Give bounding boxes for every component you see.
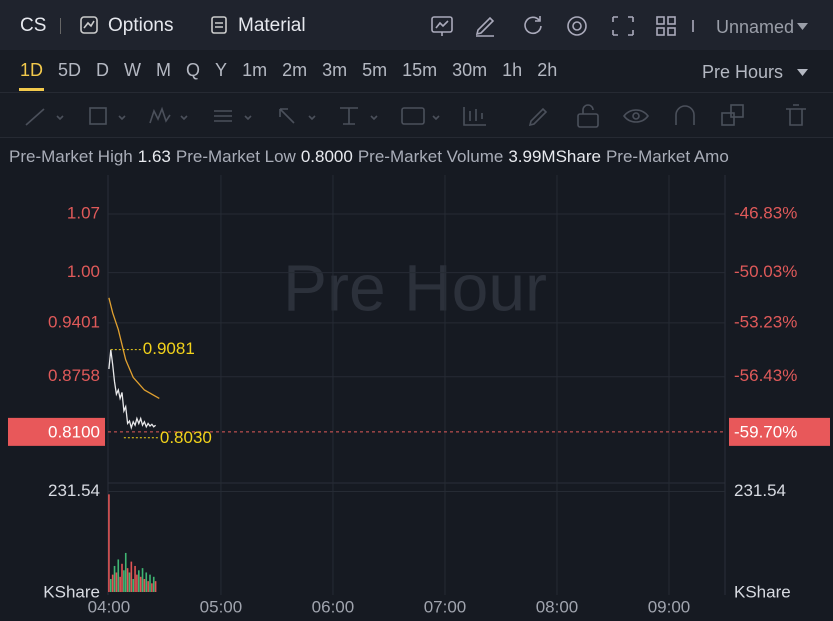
volume-bar (149, 574, 151, 592)
volume-tick-label: 231.54 (734, 481, 786, 500)
options-button[interactable]: Options (108, 15, 174, 36)
volume-bar (134, 565, 136, 592)
volume-bar (128, 572, 131, 592)
info-label: Pre-Market Amo (605, 147, 729, 166)
volume-bar (126, 568, 129, 592)
pct-tick-label: -46.83% (734, 203, 797, 222)
timeframe-option[interactable]: Y (215, 60, 228, 80)
volume-bar (124, 552, 127, 592)
volume-bar (139, 576, 142, 592)
volume-tick-label: 231.54 (48, 481, 100, 500)
top-bar: CS Options Material Unnamed (0, 0, 833, 50)
low-label: 0.8030 (160, 428, 212, 447)
dropdown-arrow (797, 69, 808, 76)
x-tick-label: 05:00 (200, 597, 243, 616)
watermark: Pre Hour (283, 250, 547, 324)
timeframe-bar: Pre Hours 1D 5D D W M Q Y 1m 2m 3m 5m 15m 30m 1h 2h (0, 50, 833, 92)
volume-bar (138, 570, 140, 592)
pct-tick-label: -50.03% (734, 262, 797, 281)
timeframe-option[interactable]: 1m (242, 60, 268, 80)
x-tick-label: 07:00 (424, 597, 467, 616)
volume-bar (115, 572, 118, 592)
volume-bar (121, 563, 123, 592)
x-tick-label: 04:00 (88, 597, 131, 616)
high-label: 0.9081 (143, 339, 195, 358)
pct-tick-label: -56.43% (734, 366, 797, 385)
dropdown-arrow (797, 23, 808, 30)
volume-bar (108, 494, 110, 592)
timeframe-option[interactable]: 3m (322, 60, 348, 80)
toolbar-icons (431, 16, 694, 37)
info-value: 3.99MShare (508, 147, 601, 166)
volume-bar (111, 574, 114, 592)
info-value: 1.63 (137, 147, 171, 166)
volume-bar (132, 578, 135, 592)
volume-bar (113, 565, 116, 592)
volume-bar (151, 583, 153, 592)
price-line (108, 349, 157, 430)
info-value: 0.8000 (300, 147, 353, 166)
volume-bar (136, 574, 138, 592)
chart: Pre Hour 04:00 05:00 06:00 07:00 08:00 09:00 1… (8, 175, 830, 616)
last-price-box (729, 417, 830, 446)
volume-bar (141, 568, 144, 592)
symbol[interactable]: CS (20, 15, 47, 36)
volume-bar (110, 578, 112, 592)
volume-bar (152, 576, 155, 592)
info-label: Pre-Market Volume (357, 147, 504, 166)
timeframe-option[interactable]: 2m (282, 60, 308, 80)
session-select[interactable]: Pre Hours (702, 62, 784, 82)
timeframe-option[interactable]: 5D (58, 60, 82, 80)
volume-unit: KShare (43, 582, 100, 601)
x-tick-label: 09:00 (648, 597, 691, 616)
timeframe-option[interactable]: 30m (452, 60, 488, 80)
timeframe-option[interactable]: W (124, 60, 142, 80)
price-line (108, 297, 160, 399)
timeframe-option[interactable]: 5m (362, 60, 388, 80)
info-label: Pre-Market Low (175, 147, 296, 166)
y-tick-label: 1.07 (67, 203, 100, 222)
material-button[interactable]: Material (238, 15, 306, 36)
volume-unit: KShare (734, 582, 791, 601)
volume-bar (154, 581, 157, 592)
x-tick-label: 06:00 (312, 597, 355, 616)
layout-name[interactable]: Unnamed (716, 17, 795, 37)
options-icon (80, 16, 98, 34)
volume-bar (145, 572, 148, 592)
volume-bar (119, 576, 121, 592)
volume-bar (130, 561, 133, 592)
material-icon (211, 16, 227, 34)
volume-bar (143, 578, 146, 592)
y-tick-label: 1.00 (67, 262, 100, 281)
volume-bar (147, 581, 149, 592)
x-tick-label: 08:00 (536, 597, 579, 616)
last-pct-label: -59.70% (734, 422, 797, 441)
last-price-box (8, 417, 105, 446)
y-tick-label: 0.8758 (48, 366, 100, 385)
timeframe-option[interactable]: Q (186, 60, 201, 80)
volume-bar (123, 570, 125, 592)
pct-tick-label: -53.23% (734, 312, 797, 331)
timeframe-option[interactable]: 2h (537, 60, 558, 80)
last-price-label: 0.8100 (48, 422, 100, 441)
selected-underline (19, 88, 45, 91)
timeframe-option[interactable]: D (96, 60, 110, 80)
y-tick-label: 0.9401 (48, 312, 100, 331)
timeframe-option[interactable]: 1h (502, 60, 523, 80)
timeframe-option[interactable]: M (156, 60, 172, 80)
info-line: Pre-Market High 1.63 Pre-Market Low 0.8000 P… (0, 137, 833, 175)
volume-bar (117, 559, 120, 592)
timeframe-option[interactable]: 15m (402, 60, 438, 80)
divider (60, 18, 61, 34)
drawing-tools (25, 104, 806, 128)
drawing-toolbar (0, 92, 833, 137)
timeframe-option[interactable]: 1D (20, 60, 44, 80)
info-label: Pre-Market High (9, 147, 133, 166)
